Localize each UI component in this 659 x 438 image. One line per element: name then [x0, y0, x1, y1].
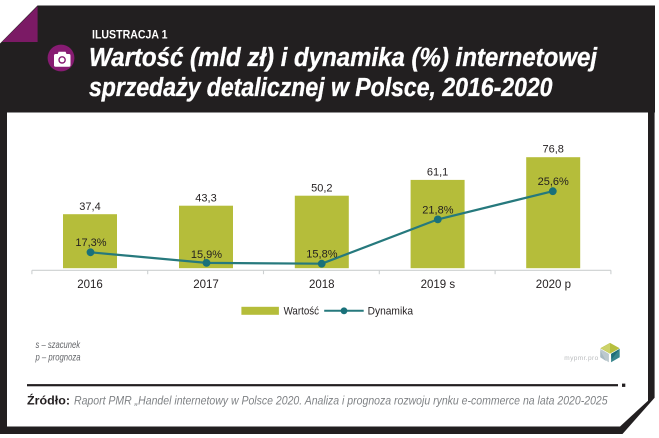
- svg-text:Źródło:: Źródło:: [27, 395, 70, 408]
- svg-text:Dynamika: Dynamika: [368, 306, 414, 318]
- svg-text:50,2: 50,2: [311, 183, 332, 195]
- svg-text:2017: 2017: [193, 279, 219, 291]
- svg-text:25,6%: 25,6%: [538, 176, 569, 188]
- svg-text:76,8: 76,8: [542, 143, 563, 155]
- svg-text:61,1: 61,1: [427, 167, 448, 179]
- svg-text:2019 s: 2019 s: [421, 279, 456, 291]
- svg-text:Wartość (mld zł) i dynamika (%: Wartość (mld zł) i dynamika (%) internet…: [89, 44, 598, 72]
- svg-text:Raport PMR „Handel internetowy: Raport PMR „Handel internetowy w Polsce …: [74, 396, 608, 408]
- svg-text:p – prognoza: p – prognoza: [35, 353, 81, 364]
- svg-text:s – szacunek: s – szacunek: [36, 340, 81, 351]
- svg-text:Wartość: Wartość: [284, 306, 320, 318]
- svg-text:15,9%: 15,9%: [191, 249, 222, 261]
- svg-text:sprzedaży detalicznej w Polsce: sprzedaży detalicznej w Polsce, 2016-202…: [89, 74, 553, 102]
- svg-text:37,4: 37,4: [79, 201, 100, 213]
- svg-text:ILUSTRACJA 1: ILUSTRACJA 1: [92, 28, 168, 42]
- svg-text:15,8%: 15,8%: [306, 248, 337, 260]
- svg-text:mypmr.pro: mypmr.pro: [564, 355, 598, 362]
- svg-text:17,3%: 17,3%: [75, 237, 106, 249]
- svg-text:2018: 2018: [309, 279, 335, 291]
- svg-text:21,8%: 21,8%: [422, 205, 453, 217]
- svg-text:43,3: 43,3: [195, 193, 216, 205]
- svg-text:2020 p: 2020 p: [536, 279, 571, 291]
- svg-text:2016: 2016: [77, 279, 103, 291]
